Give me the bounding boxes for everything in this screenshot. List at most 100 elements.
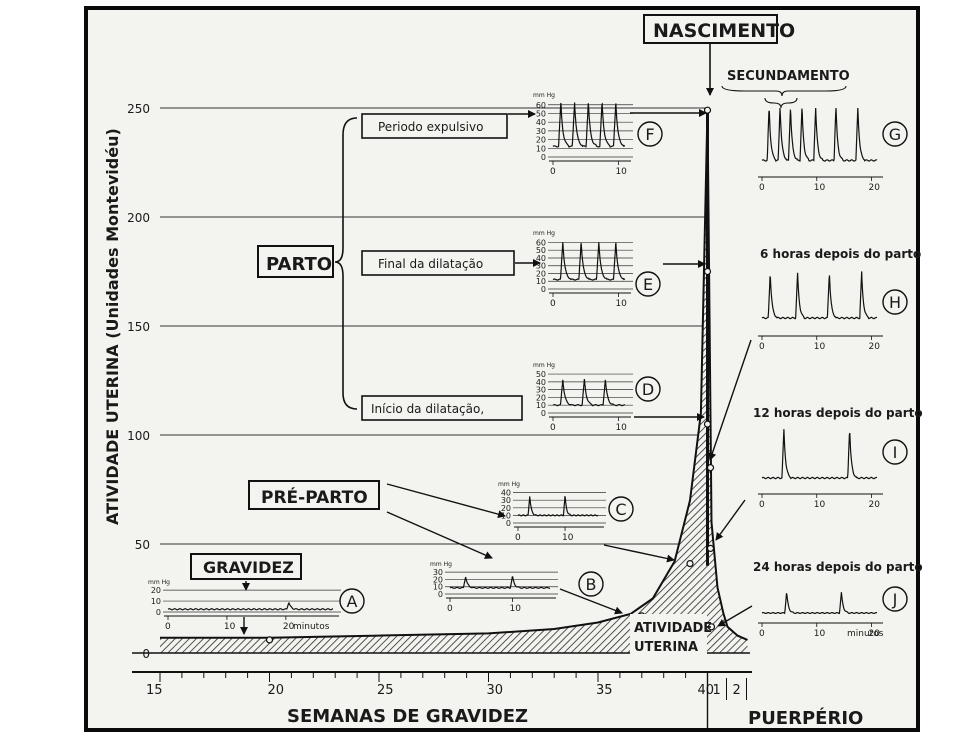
- label-24h: 24 horas depois do parto: [753, 560, 923, 574]
- inset-y-tick: 10: [501, 511, 511, 520]
- inset-y-tick: 30: [536, 386, 546, 395]
- inset-badge-b: [578, 571, 604, 597]
- inset-x-unit: minutos: [847, 629, 884, 639]
- inset-g: 0 10 20 G: [758, 107, 908, 193]
- inset-x-tick-label: 0: [759, 183, 765, 193]
- area-label-box: [630, 614, 707, 658]
- pre-parto-box: [248, 480, 380, 510]
- inset-trace: [761, 592, 878, 615]
- inset-x-tick-label: 20: [283, 622, 295, 632]
- inset-trace: [552, 242, 626, 281]
- inset-y-tick: 30: [536, 127, 546, 136]
- inset-trace: [552, 102, 625, 148]
- inset-x-tick-label: 0: [759, 342, 765, 352]
- inset-y-tick: 50: [536, 246, 546, 255]
- parto-box: [257, 245, 334, 278]
- parto-label: PARTO: [266, 254, 332, 275]
- curve-marker: [707, 623, 716, 631]
- inset-badge-e: [635, 271, 661, 297]
- inset-badge-g: [882, 121, 908, 147]
- inset-y-tick: 20: [536, 269, 546, 278]
- inset-badge-label: D: [642, 380, 654, 399]
- final-dilatacao-label: Final da dilatação: [378, 257, 483, 271]
- inset-trace: [167, 601, 334, 611]
- curve-marker: [703, 267, 712, 276]
- inset-y-tick: 10: [151, 597, 161, 606]
- uterine-activity-area: [160, 108, 748, 653]
- inset-x-tick-label: 10: [615, 167, 627, 177]
- inset-trace: [761, 271, 878, 320]
- inset-y-tick: 20: [501, 504, 511, 513]
- x-tick-label: 40: [698, 683, 715, 698]
- inset-y-tick: 0: [541, 285, 546, 294]
- inset-unit: mm Hg: [148, 579, 170, 586]
- inset-y-tick: 40: [536, 254, 546, 263]
- label-12h: 12 horas depois do parto: [753, 406, 923, 420]
- inset-y-tick: 30: [501, 496, 511, 505]
- inset-badge-label: E: [643, 275, 653, 294]
- inset-x-tick-label: 20: [869, 500, 881, 510]
- inset-h: 0 10 20 H: [758, 271, 908, 352]
- inset-y-tick: 10: [536, 401, 546, 410]
- inset-badge-c: [608, 496, 634, 522]
- x-tick-label: 25: [377, 683, 394, 698]
- inset-y-tick: 30: [433, 568, 443, 577]
- secundamento-brace: [721, 85, 847, 97]
- inset-unit: mm Hg: [533, 230, 555, 237]
- inset-trace: [517, 495, 599, 517]
- pre-parto-arrow-b: [386, 511, 493, 559]
- inset-trace: [761, 429, 878, 480]
- annotation-arrow: [603, 544, 675, 563]
- x-tick-label: 20: [268, 683, 285, 698]
- inset-x-tick-label: 10: [615, 299, 627, 309]
- inset-badge-i: [882, 439, 908, 465]
- uterine-activity-line: [160, 107, 748, 641]
- inset-trace: [761, 107, 878, 162]
- inset-y-tick: 20: [536, 136, 546, 145]
- inset-y-tick: 20: [151, 586, 161, 595]
- annotation-arrow: [717, 605, 753, 627]
- inset-x-tick-label: 0: [165, 622, 171, 632]
- parto-brace: [334, 117, 358, 410]
- inicio-dilatacao-label: Início da dilatação,: [371, 402, 484, 416]
- inset-x-tick-label: 0: [515, 533, 521, 543]
- curve-marker: [703, 106, 712, 114]
- label-6h: 6 horas depois do parto: [760, 247, 921, 261]
- inset-trace: [552, 378, 626, 407]
- final-dilatacao-box: [361, 250, 515, 276]
- y-tick-label: 200: [127, 211, 150, 225]
- inset-x-tick-label: 0: [550, 167, 556, 177]
- inset-y-tick: 0: [541, 409, 546, 418]
- inset-y-tick: 20: [536, 393, 546, 402]
- curve-marker: [265, 636, 274, 644]
- inset-y-tick: 40: [536, 378, 546, 387]
- y-tick-label: 150: [127, 320, 150, 334]
- y-tick-label: 250: [127, 102, 150, 116]
- inset-trace: [449, 576, 550, 589]
- curve-marker: [686, 559, 694, 568]
- inicio-dilatacao-box: [361, 395, 523, 421]
- inset-y-tick: 50: [536, 370, 546, 379]
- secundamento-label: SECUNDAMENTO: [727, 69, 850, 84]
- inset-x-tick-label: 0: [447, 604, 453, 614]
- area-label-2: UTERINA: [634, 640, 698, 655]
- inset-x-tick-label: 10: [224, 622, 236, 632]
- inset-x-tick-label: 10: [814, 500, 826, 510]
- inset-x-tick-label: 10: [615, 423, 627, 433]
- inset-x-unit: minutos: [293, 622, 330, 632]
- inset-unit: mm Hg: [498, 481, 520, 488]
- inset-y-tick: 10: [433, 583, 443, 592]
- curve-marker: [706, 544, 715, 553]
- inset-y-tick: 0: [156, 608, 161, 617]
- inset-badge-label: J: [892, 590, 898, 609]
- inset-y-tick: 60: [536, 238, 546, 247]
- inset-badge-label: G: [889, 125, 901, 144]
- inset-y-tick: 30: [536, 262, 546, 271]
- inset-badge-j: [882, 586, 908, 612]
